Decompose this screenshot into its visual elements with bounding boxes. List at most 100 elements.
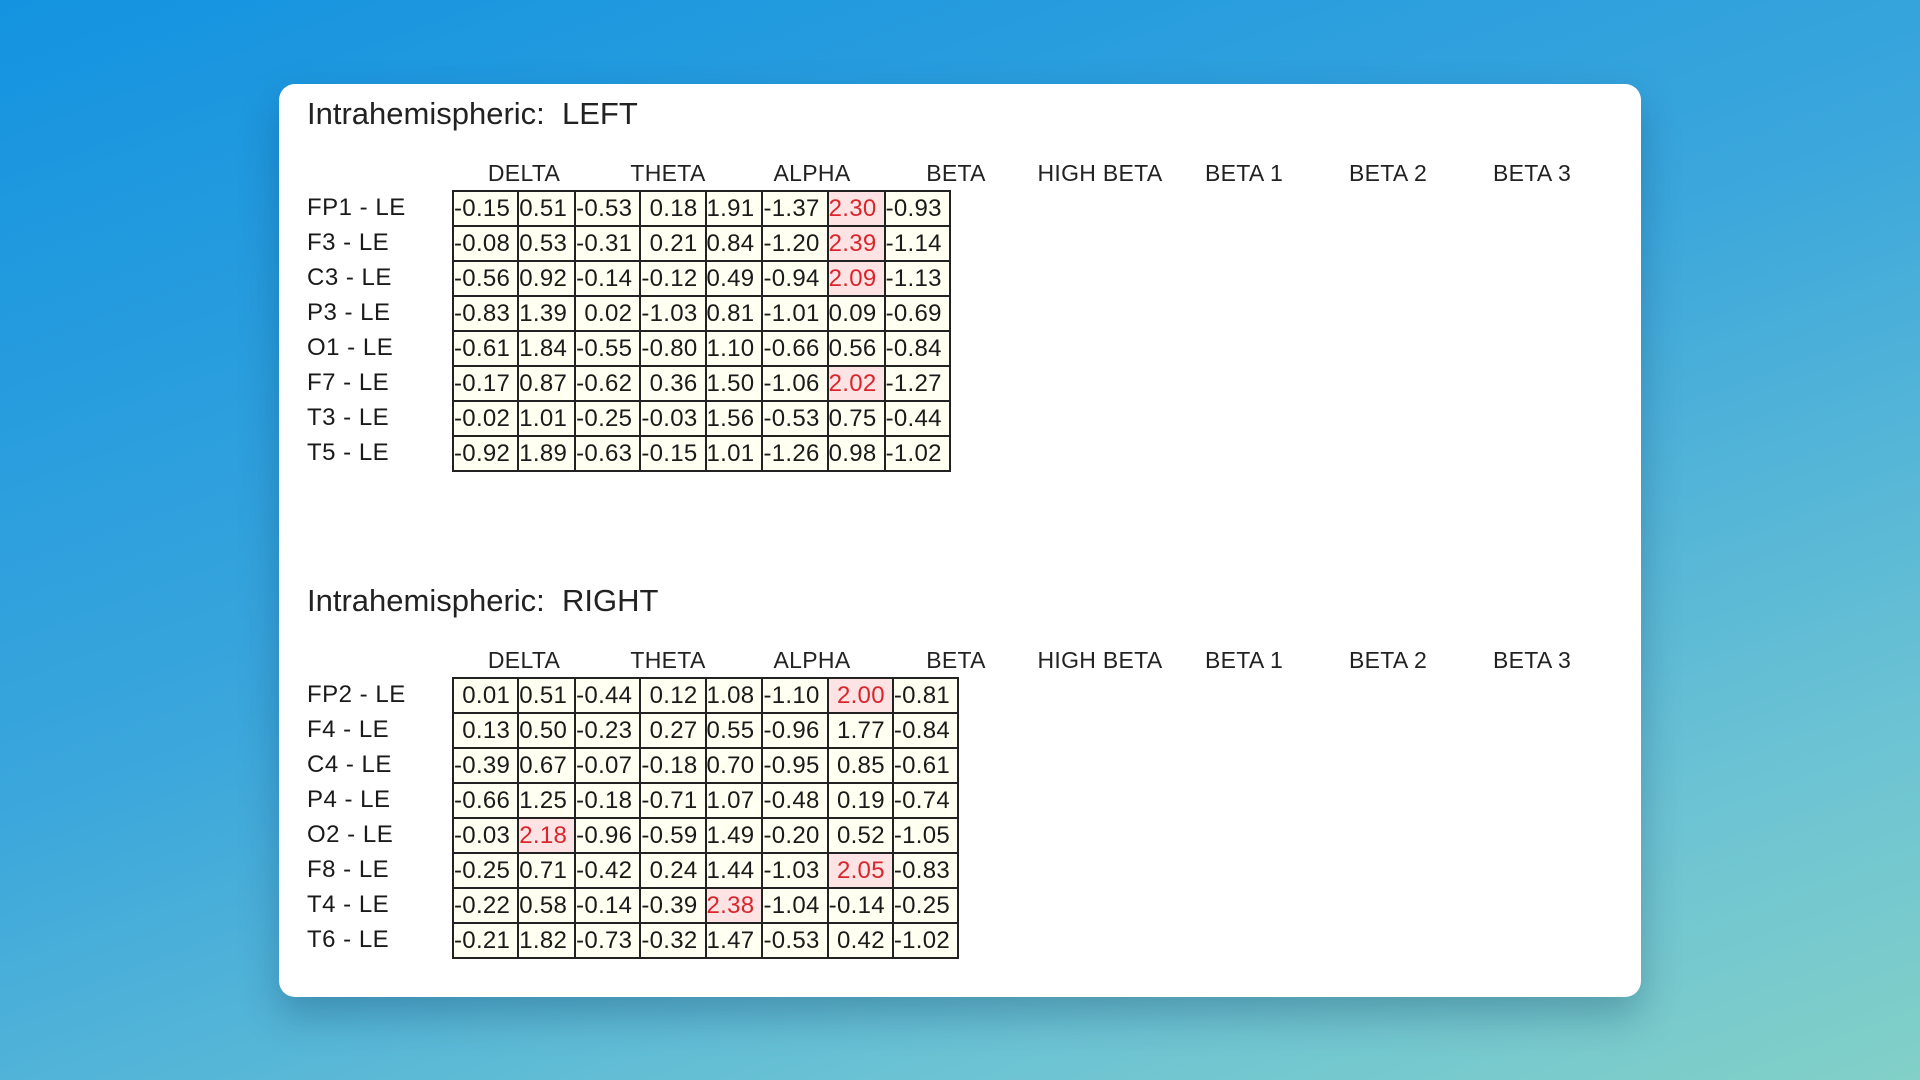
value-cell: -0.25 — [451, 852, 520, 889]
value-cell: 1.84 — [517, 330, 577, 367]
row-label: O2 - LE — [307, 821, 394, 848]
column-header-alpha: ALPHA — [773, 160, 851, 186]
value-cell: -0.66 — [451, 782, 520, 819]
column-header-beta-1: BETA 1 — [1204, 647, 1284, 673]
value-cell: 0.50 — [517, 712, 577, 749]
left-column-headers: DELTA THETA ALPHA BETA HIGH BETA BETA 1 … — [452, 156, 1604, 190]
value-cell: 1.08 — [704, 677, 764, 714]
row-label: T4 - LE — [307, 891, 390, 918]
column-header-beta-3: BETA 3 — [1492, 647, 1572, 673]
table-row: -0.21 1.82 -0.73 -0.32 1.47 -0.53 0.42 -1.02 — [451, 922, 960, 959]
column-header-beta-2: BETA 2 — [1348, 647, 1428, 673]
right-row-labels: FP2 - LE F4 - LE C4 - LE P4 - LE O2 - LE F8 -… — [307, 677, 406, 957]
value-cell: 0.49 — [704, 260, 764, 297]
row-label: T5 - LE — [307, 439, 390, 466]
value-cell: -0.31 — [574, 225, 642, 262]
value-cell: -1.37 — [761, 190, 829, 227]
value-cell: -0.25 — [574, 400, 642, 437]
value-cell: -0.25 — [891, 887, 960, 924]
value-cell: 1.56 — [704, 400, 764, 437]
value-cell: -0.55 — [574, 330, 642, 367]
highlighted-value-cell: 2.30 — [826, 190, 886, 227]
right-section: Intrahemispheric: RIGHT DELTA THETA ALPH… — [307, 581, 1627, 959]
value-cell: -0.08 — [451, 225, 520, 262]
value-cell: 0.09 — [826, 295, 886, 332]
value-cell: 0.36 — [639, 365, 707, 402]
row-label: F7 - LE — [307, 369, 390, 396]
value-cell: 0.58 — [517, 887, 577, 924]
value-cell: 1.47 — [704, 922, 764, 959]
value-cell: -0.84 — [883, 330, 951, 367]
value-cell: -0.59 — [639, 817, 707, 854]
value-cell: 0.67 — [517, 747, 577, 784]
value-cell: -0.80 — [639, 330, 707, 367]
value-cell: -0.83 — [891, 852, 960, 889]
right-data-table: 0.01 0.51 -0.44 0.12 1.08 -1.10 2.00 -0.81 0.13 0… — [451, 677, 960, 959]
column-header-beta: BETA — [926, 160, 986, 186]
value-cell: 0.42 — [826, 922, 894, 959]
value-cell: 0.52 — [826, 817, 894, 854]
value-cell: 0.01 — [451, 677, 520, 714]
value-cell: -0.21 — [451, 922, 520, 959]
value-cell: -1.02 — [883, 435, 951, 472]
table-row: -0.56 0.92 -0.14 -0.12 0.49 -0.94 2.09 -1.13 — [451, 260, 951, 297]
value-cell: 0.81 — [704, 295, 764, 332]
value-cell: -0.96 — [574, 817, 642, 854]
column-header-beta: BETA — [926, 647, 986, 673]
value-cell: -1.03 — [639, 295, 707, 332]
value-cell: 0.02 — [574, 295, 642, 332]
highlighted-value-cell: 2.09 — [826, 260, 886, 297]
row-label: T6 - LE — [307, 926, 390, 953]
value-cell: 0.56 — [826, 330, 886, 367]
value-cell: -0.03 — [639, 400, 707, 437]
table-row: -0.03 2.18 -0.96 -0.59 1.49 -0.20 0.52 -1.05 — [451, 817, 960, 854]
row-label: FP1 - LE — [307, 194, 406, 221]
row-label: P3 - LE — [307, 299, 391, 326]
value-cell: 0.71 — [517, 852, 577, 889]
value-cell: 0.27 — [639, 712, 707, 749]
column-header-alpha: ALPHA — [773, 647, 851, 673]
value-cell: -0.14 — [826, 887, 894, 924]
value-cell: -0.61 — [451, 330, 520, 367]
highlighted-value-cell: 2.02 — [826, 365, 886, 402]
value-cell: -0.83 — [451, 295, 520, 332]
highlighted-value-cell: 2.00 — [826, 677, 894, 714]
value-cell: 1.82 — [517, 922, 577, 959]
value-cell: -0.44 — [574, 677, 642, 714]
value-cell: 0.85 — [826, 747, 894, 784]
value-cell: -1.02 — [891, 922, 960, 959]
value-cell: 1.49 — [704, 817, 764, 854]
row-label: O1 - LE — [307, 334, 394, 361]
value-cell: -0.14 — [574, 887, 642, 924]
value-cell: -0.53 — [574, 190, 642, 227]
value-cell: 0.51 — [517, 190, 577, 227]
value-cell: -1.10 — [761, 677, 829, 714]
value-cell: 1.10 — [704, 330, 764, 367]
value-cell: -0.66 — [761, 330, 829, 367]
value-cell: 1.07 — [704, 782, 764, 819]
value-cell: -1.05 — [891, 817, 960, 854]
value-cell: -1.13 — [883, 260, 951, 297]
table-row: -0.92 1.89 -0.63 -0.15 1.01 -1.26 0.98 -1.02 — [451, 435, 951, 472]
right-section-title: Intrahemispheric: RIGHT — [307, 583, 659, 618]
table-row: 0.01 0.51 -0.44 0.12 1.08 -1.10 2.00 -0.81 — [451, 677, 960, 714]
value-cell: -1.01 — [761, 295, 829, 332]
value-cell: 0.75 — [826, 400, 886, 437]
value-cell: 1.01 — [517, 400, 577, 437]
value-cell: -0.48 — [761, 782, 829, 819]
value-cell: -1.14 — [883, 225, 951, 262]
column-header-theta: THETA — [630, 160, 706, 186]
table-row: -0.02 1.01 -0.25 -0.03 1.56 -0.53 0.75 -0.44 — [451, 400, 951, 437]
value-cell: -0.15 — [639, 435, 707, 472]
highlighted-value-cell: 2.05 — [826, 852, 894, 889]
value-cell: -0.44 — [883, 400, 951, 437]
table-row: -0.17 0.87 -0.62 0.36 1.50 -1.06 2.02 -1.27 — [451, 365, 951, 402]
value-cell: 1.89 — [517, 435, 577, 472]
value-cell: -0.17 — [451, 365, 520, 402]
value-cell: 1.44 — [704, 852, 764, 889]
left-data-table: -0.15 0.51 -0.53 0.18 1.91 -1.37 2.30 -0.93 -0.0… — [451, 190, 951, 472]
value-cell: -0.61 — [891, 747, 960, 784]
value-cell: 0.87 — [517, 365, 577, 402]
value-cell: -0.32 — [639, 922, 707, 959]
value-cell: -1.20 — [761, 225, 829, 262]
